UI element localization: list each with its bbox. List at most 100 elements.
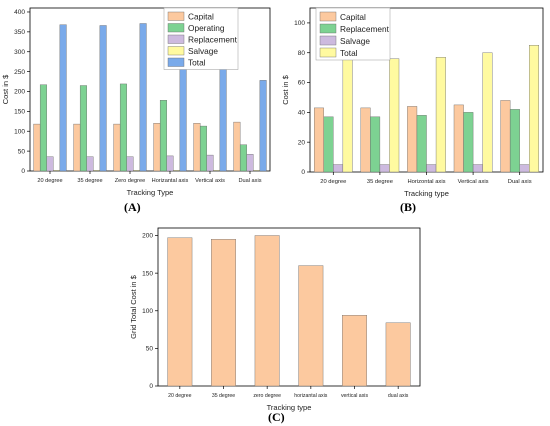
legend-swatch	[167, 23, 185, 33]
bar	[126, 156, 134, 172]
legend-label: Capital	[340, 12, 366, 22]
bar	[323, 116, 334, 173]
y-tick-label: 0	[149, 383, 153, 390]
y-tick-label: 250	[14, 69, 25, 76]
bar	[342, 58, 353, 173]
y-tick-label: 200	[142, 233, 153, 240]
bar	[482, 52, 493, 173]
x-tick-label: 35 degree	[367, 179, 393, 185]
bar	[173, 170, 181, 172]
bar	[167, 237, 193, 387]
bar	[239, 144, 247, 172]
bar	[426, 164, 437, 173]
bar	[342, 315, 367, 387]
bar	[313, 107, 324, 173]
bar	[463, 112, 474, 173]
legend-swatch	[319, 11, 337, 22]
bar	[119, 83, 127, 172]
legend-swatch	[319, 47, 337, 58]
x-tick-label: 20 degree	[168, 393, 191, 399]
bar	[259, 80, 267, 172]
legend-swatch	[167, 11, 185, 21]
panel-a-label: (A)	[124, 200, 141, 214]
y-tick-label: 400	[14, 9, 25, 16]
bar	[500, 100, 511, 173]
x-tick-label: Vertical axis	[195, 178, 225, 184]
legend-label: Replacement	[340, 24, 390, 34]
bar	[379, 164, 390, 173]
x-tick-label: Vertical axis	[458, 179, 489, 185]
bar	[46, 156, 54, 172]
y-tick-label: 100	[14, 128, 25, 135]
y-tick-label: 350	[14, 29, 25, 36]
y-tick-label: 0	[301, 169, 305, 176]
x-tick-label: Zero degree	[115, 178, 145, 184]
x-tick-label: Dual axis	[238, 178, 261, 184]
bar	[360, 107, 371, 173]
plot-frame	[157, 227, 421, 387]
panel-b-label: (B)	[400, 200, 416, 214]
bar	[139, 23, 147, 172]
bar	[59, 24, 67, 172]
y-tick-label: 150	[142, 270, 153, 277]
bar	[407, 106, 418, 173]
bar	[39, 84, 47, 172]
bar	[253, 170, 261, 172]
bar	[153, 123, 161, 172]
bar	[233, 121, 241, 172]
x-tick-label: Horizantal axis	[152, 178, 189, 184]
y-tick-label: 100	[142, 308, 153, 315]
y-tick-label: 100	[294, 20, 305, 27]
bar	[211, 239, 236, 387]
bar	[53, 170, 61, 172]
y-tick-label: 80	[298, 50, 306, 57]
y-tick-label: 20	[298, 139, 306, 146]
x-tick-label: dual axis	[388, 393, 409, 399]
x-tick-label: Horizontal axis	[407, 179, 445, 185]
bar	[73, 123, 81, 172]
bar	[509, 109, 520, 173]
legend-swatch	[167, 57, 185, 67]
bar	[298, 265, 324, 387]
chart-panel-a: 0 50 100 150 200 250 300 350 400 20 degree 35 degr…	[0, 0, 275, 218]
bar	[529, 45, 540, 173]
bar	[254, 235, 280, 387]
bar	[79, 85, 87, 172]
y-axis-title: Cost in $	[1, 74, 10, 104]
y-tick-label: 50	[18, 148, 26, 155]
legend-label: Capital	[188, 12, 214, 22]
bar	[113, 123, 121, 172]
chart-b-svg: 0 20 40 60 80 100 20 degree 35 degree Horizontal…	[281, 7, 544, 198]
y-tick-label: 50	[146, 346, 154, 353]
bar	[166, 155, 174, 172]
bar	[86, 156, 94, 172]
chart-panel-b: 0 20 40 60 80 100 20 degree 35 degree Horizontal…	[280, 0, 550, 218]
bar	[199, 125, 207, 172]
x-tick-label: horizantal axis	[294, 393, 328, 399]
x-tick-label: 20 degree	[320, 179, 346, 185]
x-tick-label: 35 degree	[212, 393, 235, 399]
legend-swatch	[167, 46, 185, 56]
chart-a-svg: 0 50 100 150 200 250 300 350 400 20 degree 35 degr…	[1, 7, 271, 197]
x-axis-title: Tracking type	[404, 189, 449, 198]
bar	[416, 115, 427, 173]
bar	[519, 164, 530, 173]
legend-label: Salvage	[340, 36, 370, 46]
legend-label: Total	[188, 58, 206, 68]
bar	[133, 170, 141, 172]
legend-label: Operating	[188, 23, 225, 33]
chart-panel-c: 0 50 100 150 200 20 degree 35 degree zero degre…	[120, 222, 430, 426]
x-axis-title: Tracking Type	[127, 188, 174, 197]
y-axis-title: Grid Total Cost in $	[129, 274, 138, 338]
bar	[206, 154, 214, 172]
y-axis-title: Cost in $	[281, 74, 290, 104]
bar	[159, 100, 167, 172]
x-axis-title: Tracking type	[267, 403, 312, 412]
bar	[453, 104, 464, 173]
bar	[389, 58, 400, 173]
plot-frame	[29, 7, 271, 172]
bar	[93, 170, 101, 172]
bar	[219, 63, 227, 172]
y-tick-label: 40	[298, 110, 306, 117]
legend-swatch	[319, 23, 337, 34]
